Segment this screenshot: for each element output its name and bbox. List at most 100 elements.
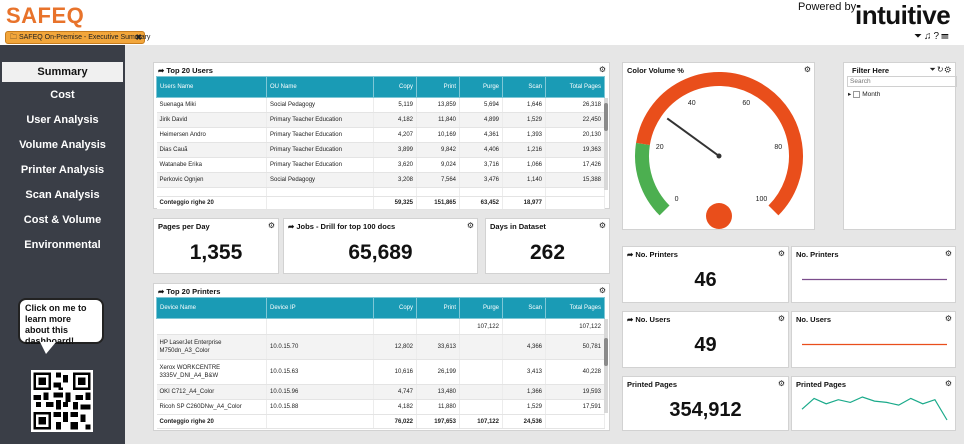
gear-icon[interactable]: ⚙ [598,65,606,74]
folder-icon: 🗀 [10,34,17,41]
panel-title: ➦ Top 20 Users [158,66,213,75]
filter-search-input[interactable]: Search [847,76,957,87]
tab-label: SAFEQ On-Premise - Executive Summary [18,34,151,41]
column-header[interactable]: OU Name [266,76,374,98]
close-icon[interactable]: ✖ [135,33,142,42]
checkbox[interactable] [853,90,861,98]
sidebar-item-user-analysis[interactable]: User Analysis [26,114,99,126]
drill-arrow-icon: ➦ [158,287,165,296]
panel-title: Color Volume % [627,66,684,75]
top-printers-panel: ➦ Top 20 Printers ⚙ Device Name Device I… [153,283,610,431]
gear-icon[interactable]: ⚙ [598,221,606,230]
column-header[interactable]: Users Name [156,76,267,98]
kpi-value: 262 [529,241,566,264]
sidebar-item-cost[interactable]: Cost [50,89,75,101]
column-header[interactable]: Print [416,76,460,98]
table-row[interactable]: OKI C712_A4_Color 10.0.15.96 4,747 13,480 1,… [156,384,605,400]
printed-pages-trend-card[interactable]: Printed Pages ⚙ [791,376,956,431]
column-header[interactable]: Copy [373,297,417,319]
table-row[interactable]: Dias Cauã Primary Teacher Education 3,899 9… [156,142,605,158]
column-header[interactable]: Total Pages [545,297,605,319]
menu-icon[interactable]: ☰ [941,31,951,42]
table-row[interactable]: Perkovic Ognjen Social Pedagogy 3,208 7,564… [156,172,605,188]
qr-code-icon[interactable] [31,370,93,432]
table-footer-row: Conteggio righe 20 59,325 151,865 63,452 18,… [156,196,605,210]
drill-arrow-icon: ➦ [288,222,295,231]
sidebar-item-summary[interactable]: Summary [2,62,123,82]
table-scrollbar[interactable] [604,319,608,413]
table-row[interactable]: Ricoh SP C260DNw_A4_Color 10.0.15.88 4,182… [156,399,605,415]
kpi-value: 49 [694,334,717,356]
column-header[interactable]: Device IP [266,297,374,319]
gear-icon[interactable]: ⚙ [944,314,952,323]
table-row[interactable]: Watanabe Erika Primary Teacher Education 3… [156,157,605,173]
card-title: ➦ No. Printers [627,250,678,259]
gauge-pivot [716,153,722,159]
printed-pages-card[interactable]: Printed Pages ⚙ 354,912 [622,376,789,431]
powered-by-text: Powered by [798,1,857,13]
users-count-card[interactable]: ➦ No. Users ⚙ 49 [622,311,789,368]
users-trend-card[interactable]: No. Users ⚙ [791,311,956,368]
sidebar-item-volume-analysis[interactable]: Volume Analysis [19,139,106,151]
color-volume-gauge-panel: Color Volume % ⚙ 0 20 40 60 80 100 [622,62,815,230]
gear-icon[interactable]: ⚙ [466,221,474,230]
sidebar-item-printer-analysis[interactable]: Printer Analysis [20,164,105,176]
gauge-tick-label: 100 [756,196,768,203]
drill-arrow-icon: ➦ [627,250,634,259]
jobs-card[interactable]: ➦ Jobs - Drill for top 100 docs ⚙ 65,689 [283,218,478,274]
table-total-row[interactable]: 107,122 107,122 [156,318,605,335]
column-header[interactable]: Scan [502,76,546,98]
column-header[interactable]: Copy [373,76,417,98]
scrollbar-thumb[interactable] [604,338,608,366]
gear-icon[interactable]: ⚙ [777,379,785,388]
gear-icon[interactable]: ⚙ [777,249,785,258]
column-header[interactable]: Scan [502,297,546,319]
sidebar-item-cost-volume[interactable]: Cost & Volume [23,214,102,226]
gear-icon[interactable]: ⚙ [267,221,275,230]
panel-title: ➦ Top 20 Printers [158,287,221,296]
bell-icon[interactable]: ♫ [924,31,934,42]
gear-icon[interactable]: ⚙ [777,314,785,323]
printers-count-card[interactable]: ➦ No. Printers ⚙ 46 [622,246,789,303]
app-header: SAFEQ 🗀 SAFEQ On-Premise - Executive Sum… [0,0,964,45]
card-title: No. Users [796,315,832,324]
days-in-dataset-card[interactable]: Days in Dataset ⚙ 262 [485,218,610,274]
column-header[interactable]: Device Name [156,297,267,319]
gear-icon[interactable]: ⚙ [598,286,606,295]
printers-trend-card[interactable]: No. Printers ⚙ [791,246,956,303]
gear-icon[interactable]: ⚙ [944,379,952,388]
help-bubble[interactable]: Click on me to learn more about this das… [18,298,104,346]
top-users-panel: ➦ Top 20 Users ⚙ Users Name OU Name Copy… [153,62,610,210]
filter-icon[interactable]: ⏷ [914,31,924,42]
card-title: ➦ No. Users [627,315,671,324]
gear-icon[interactable]: ⚙ [944,249,952,258]
table-row[interactable]: Suenaga Miki Social Pedagogy 5,119 13,859 5,… [156,97,605,113]
scrollbar-thumb[interactable] [604,103,608,131]
drill-arrow-icon: ➦ [627,315,634,324]
kpi-value: 1,355 [189,241,243,264]
help-icon[interactable]: ? [933,31,942,42]
tab-executive-summary[interactable]: 🗀 SAFEQ On-Premise - Executive Summary ✖ [5,31,150,44]
card-title: Pages per Day [158,222,210,231]
table-row[interactable]: Jirik David Primary Teacher Education 4,18… [156,112,605,128]
card-title: Printed Pages [627,380,678,389]
expand-icon[interactable]: ▸ [848,91,852,98]
partner-logo: intuitive [855,0,951,30]
column-header[interactable]: Purge [459,297,503,319]
table-row[interactable]: HP LaserJet Enterprise M750dn_A3_Color 10… [156,334,605,360]
sidebar-item-scan-analysis[interactable]: Scan Analysis [25,189,100,201]
table-row[interactable]: Xerox WORKCENTRE 3335V_DNI_A4_B&W 10.0.15… [156,359,605,385]
column-header[interactable]: Print [416,297,460,319]
column-header[interactable]: Total Pages [545,76,605,98]
column-header[interactable]: Purge [459,76,503,98]
filter-tools-icon[interactable]: ⏷↻⚙ [929,65,952,74]
sidebar-item-environmental[interactable]: Environmental [24,239,101,251]
table-scrollbar[interactable] [604,98,608,190]
table-row[interactable]: Heimersen Andro Primary Teacher Education… [156,127,605,143]
gauge-tick-label: 80 [774,144,782,151]
gauge-band-high [636,72,803,216]
table-footer-row: Conteggio righe 20 76,022 197,653 107,122 24… [156,414,605,429]
pages-per-day-card[interactable]: Pages per Day ⚙ 1,355 [153,218,279,274]
filter-item-month[interactable]: ▸ Month [848,90,881,98]
gear-icon[interactable]: ⚙ [803,65,811,74]
